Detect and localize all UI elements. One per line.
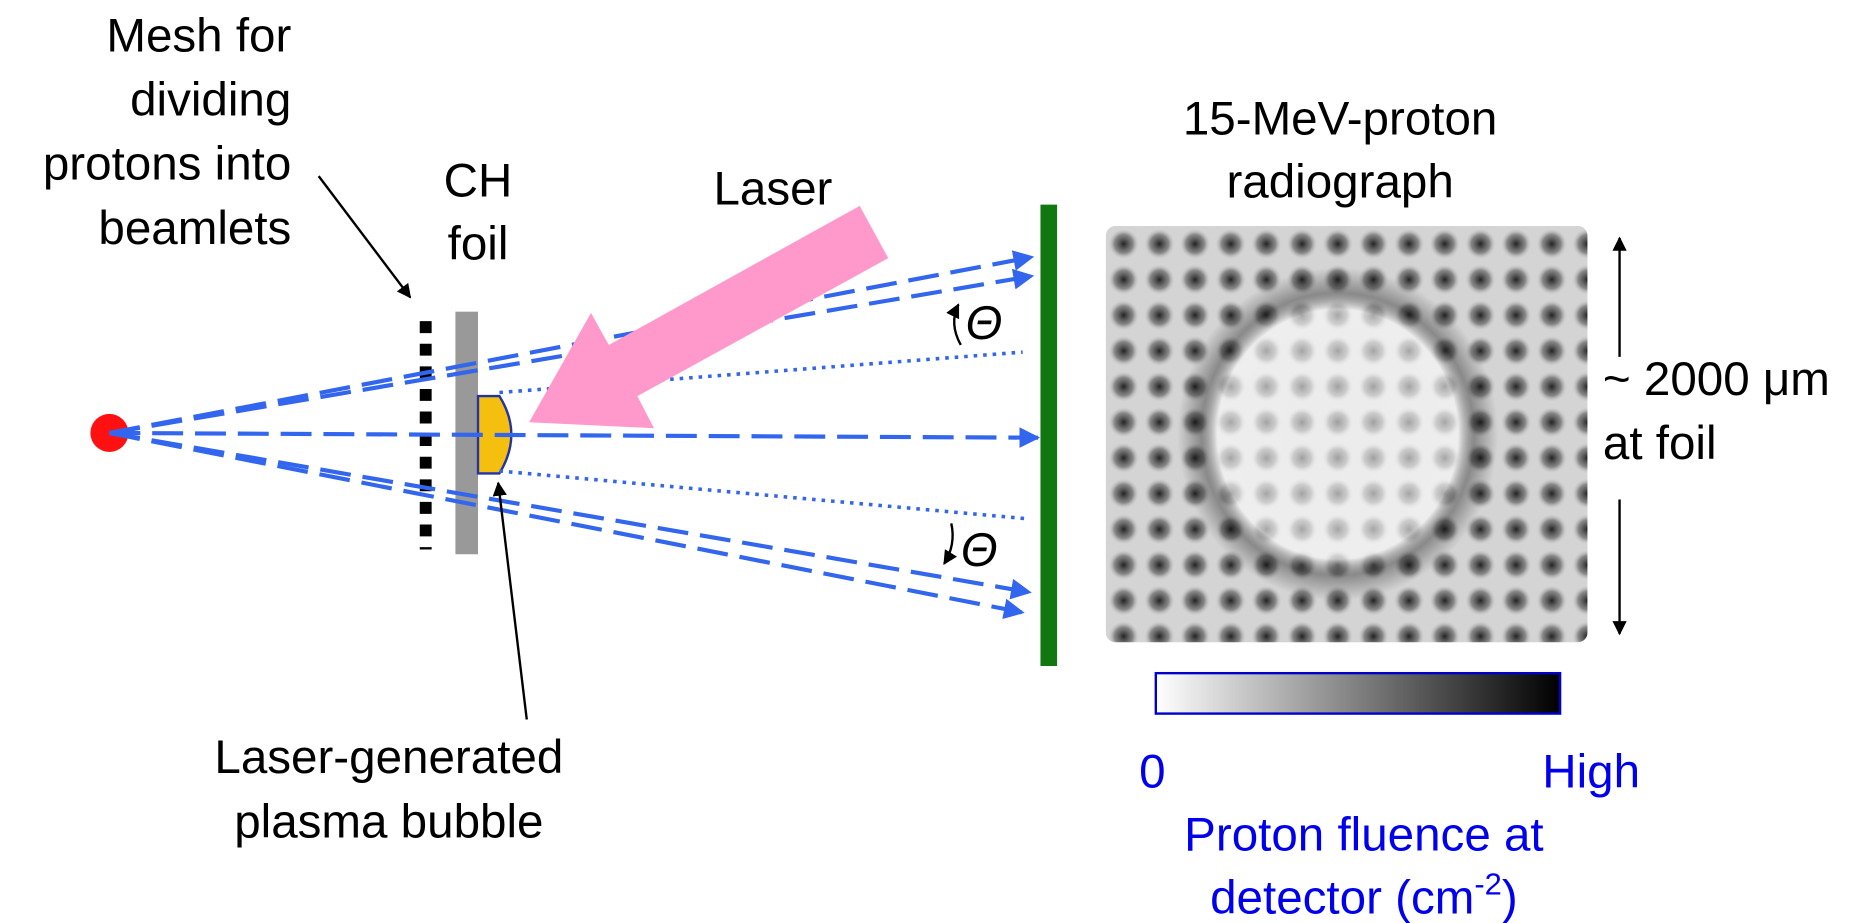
- mesh-label: protons into: [43, 138, 291, 191]
- bubble-label: plasma bubble: [234, 795, 543, 848]
- theta-label: Θ: [966, 297, 1003, 350]
- mesh-label: beamlets: [98, 202, 291, 255]
- size-label: ~ 2000 μm: [1603, 353, 1830, 406]
- laser-arrow: [529, 206, 888, 428]
- fluence-exponent: -2: [1474, 866, 1501, 901]
- fluence-label: detector (cm-2): [1210, 866, 1518, 923]
- radiograph-image: [1106, 226, 1588, 642]
- mesh-label: dividing: [130, 73, 291, 126]
- leader-line: [319, 176, 411, 297]
- foil-label: CH: [444, 154, 513, 207]
- colorbar-max: High: [1542, 745, 1640, 798]
- fluence-text: detector (cm: [1210, 871, 1474, 923]
- theta-arc: [954, 305, 961, 345]
- radiograph-title: radiograph: [1226, 156, 1453, 209]
- mesh-label: Mesh for: [106, 9, 291, 62]
- bubble-label: Laser-generated: [214, 731, 563, 784]
- beam-rays: [109, 257, 1038, 613]
- laser-label: Laser: [713, 163, 832, 216]
- size-label: at foil: [1603, 417, 1717, 470]
- leader-line: [498, 483, 527, 720]
- fluence-text: ): [1502, 871, 1518, 923]
- foil-label: foil: [448, 217, 509, 270]
- fluence-label: Proton fluence at: [1184, 808, 1543, 861]
- radiograph-title: 15-MeV-proton: [1183, 92, 1498, 145]
- theta-arc: [944, 523, 952, 563]
- colorbar: [1156, 673, 1560, 713]
- theta-label: Θ: [961, 524, 998, 577]
- colorbar-min: 0: [1139, 745, 1165, 798]
- diagram: Mesh for dividing protons into beamlets …: [0, 0, 1855, 923]
- page: {"labels": { "mesh": ["Mesh for", "divid…: [0, 0, 1855, 923]
